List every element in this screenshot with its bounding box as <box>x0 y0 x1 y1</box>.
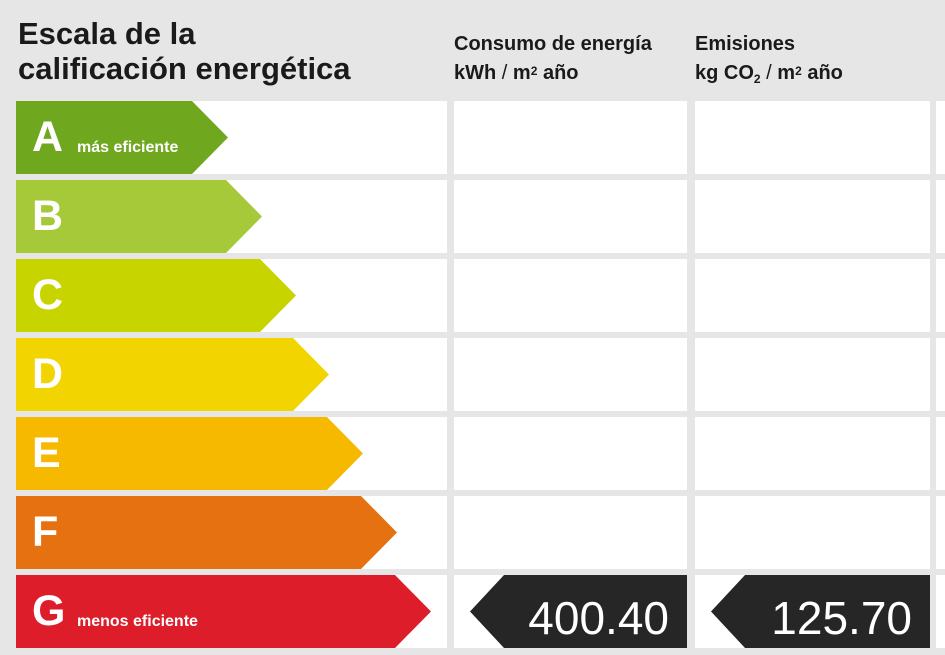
scale-cell: E <box>16 417 447 490</box>
rating-letter: C <box>32 271 64 319</box>
title: Escala de la calificación energética <box>18 16 351 86</box>
emisiones-value-badge: 125.70 <box>711 575 930 648</box>
consumo-unit-suffix: año <box>542 62 579 84</box>
emisiones-cell: 125.70 <box>695 575 930 648</box>
emisiones-cell <box>695 496 930 569</box>
consumo-cell: 400.40 <box>454 575 687 648</box>
emisiones-unit-prefix: kg CO <box>695 62 754 84</box>
rating-letter: F <box>32 508 59 556</box>
emisiones-cell <box>695 417 930 490</box>
consumo-header: Consumo de energía kWh / m2 año <box>454 30 652 88</box>
edge-cell <box>936 496 945 569</box>
consumo-unit-m: m <box>512 62 531 84</box>
rating-arrow-f: F <box>16 496 397 569</box>
edge-cell <box>936 259 945 332</box>
rating-row-e: E <box>0 417 945 490</box>
rating-arrow-e: E <box>16 417 363 490</box>
rating-letter: E <box>32 429 61 477</box>
emisiones-unit-sub: 2 <box>753 72 761 86</box>
scale-cell: D <box>16 338 447 411</box>
rating-letter: D <box>32 350 64 398</box>
edge-cell <box>936 101 945 174</box>
title-line-2: calificación energética <box>18 51 351 86</box>
scale-cell: B <box>16 180 447 253</box>
consumo-cell <box>454 180 687 253</box>
rating-row-d: D <box>0 338 945 411</box>
emisiones-unit-slash: / <box>766 62 772 84</box>
emisiones-unit-suffix: año <box>807 62 843 84</box>
rating-row-c: C <box>0 259 945 332</box>
rating-letter: B <box>32 192 64 240</box>
consumo-cell <box>454 338 687 411</box>
rating-description: menos eficiente <box>77 613 198 630</box>
consumo-unit-prefix: kWh <box>454 62 497 84</box>
scale-cell: F <box>16 496 447 569</box>
edge-cell <box>936 180 945 253</box>
edge-cell <box>936 417 945 490</box>
rating-arrow-d: D <box>16 338 329 411</box>
emisiones-cell <box>695 180 930 253</box>
consumo-value-badge: 400.40 <box>470 575 687 648</box>
consumo-cell <box>454 101 687 174</box>
consumo-unit-slash: / <box>501 62 508 84</box>
emisiones-cell <box>695 338 930 411</box>
rating-letter: A <box>32 113 64 161</box>
rating-row-f: F <box>0 496 945 569</box>
consumo-cell <box>454 496 687 569</box>
consumo-header-unit: kWh / m2 año <box>454 59 652 88</box>
rating-letter: G <box>32 587 66 635</box>
emisiones-header-unit: kg CO2 / m2 año <box>695 59 843 88</box>
title-line-1: Escala de la <box>18 16 196 51</box>
consumo-cell <box>454 417 687 490</box>
rating-row-b: B <box>0 180 945 253</box>
edge-cell <box>936 338 945 411</box>
emisiones-unit-m: m <box>777 62 796 84</box>
emisiones-header: Emisiones kg CO2 / m2 año <box>695 30 843 88</box>
rating-description: más eficiente <box>77 139 179 156</box>
consumo-unit-sup: 2 <box>530 64 538 78</box>
emisiones-header-title: Emisiones <box>695 33 796 55</box>
emisiones-unit-sup: 2 <box>795 64 802 78</box>
consumo-value: 400.40 <box>528 592 669 644</box>
rating-arrow-b: B <box>16 180 262 253</box>
consumo-cell <box>454 259 687 332</box>
consumo-header-title: Consumo de energía <box>454 33 652 55</box>
edge-cell <box>936 575 945 648</box>
emisiones-value: 125.70 <box>771 592 912 644</box>
scale-cell: C <box>16 259 447 332</box>
rating-arrow-c: C <box>16 259 296 332</box>
emisiones-cell <box>695 101 930 174</box>
emisiones-cell <box>695 259 930 332</box>
